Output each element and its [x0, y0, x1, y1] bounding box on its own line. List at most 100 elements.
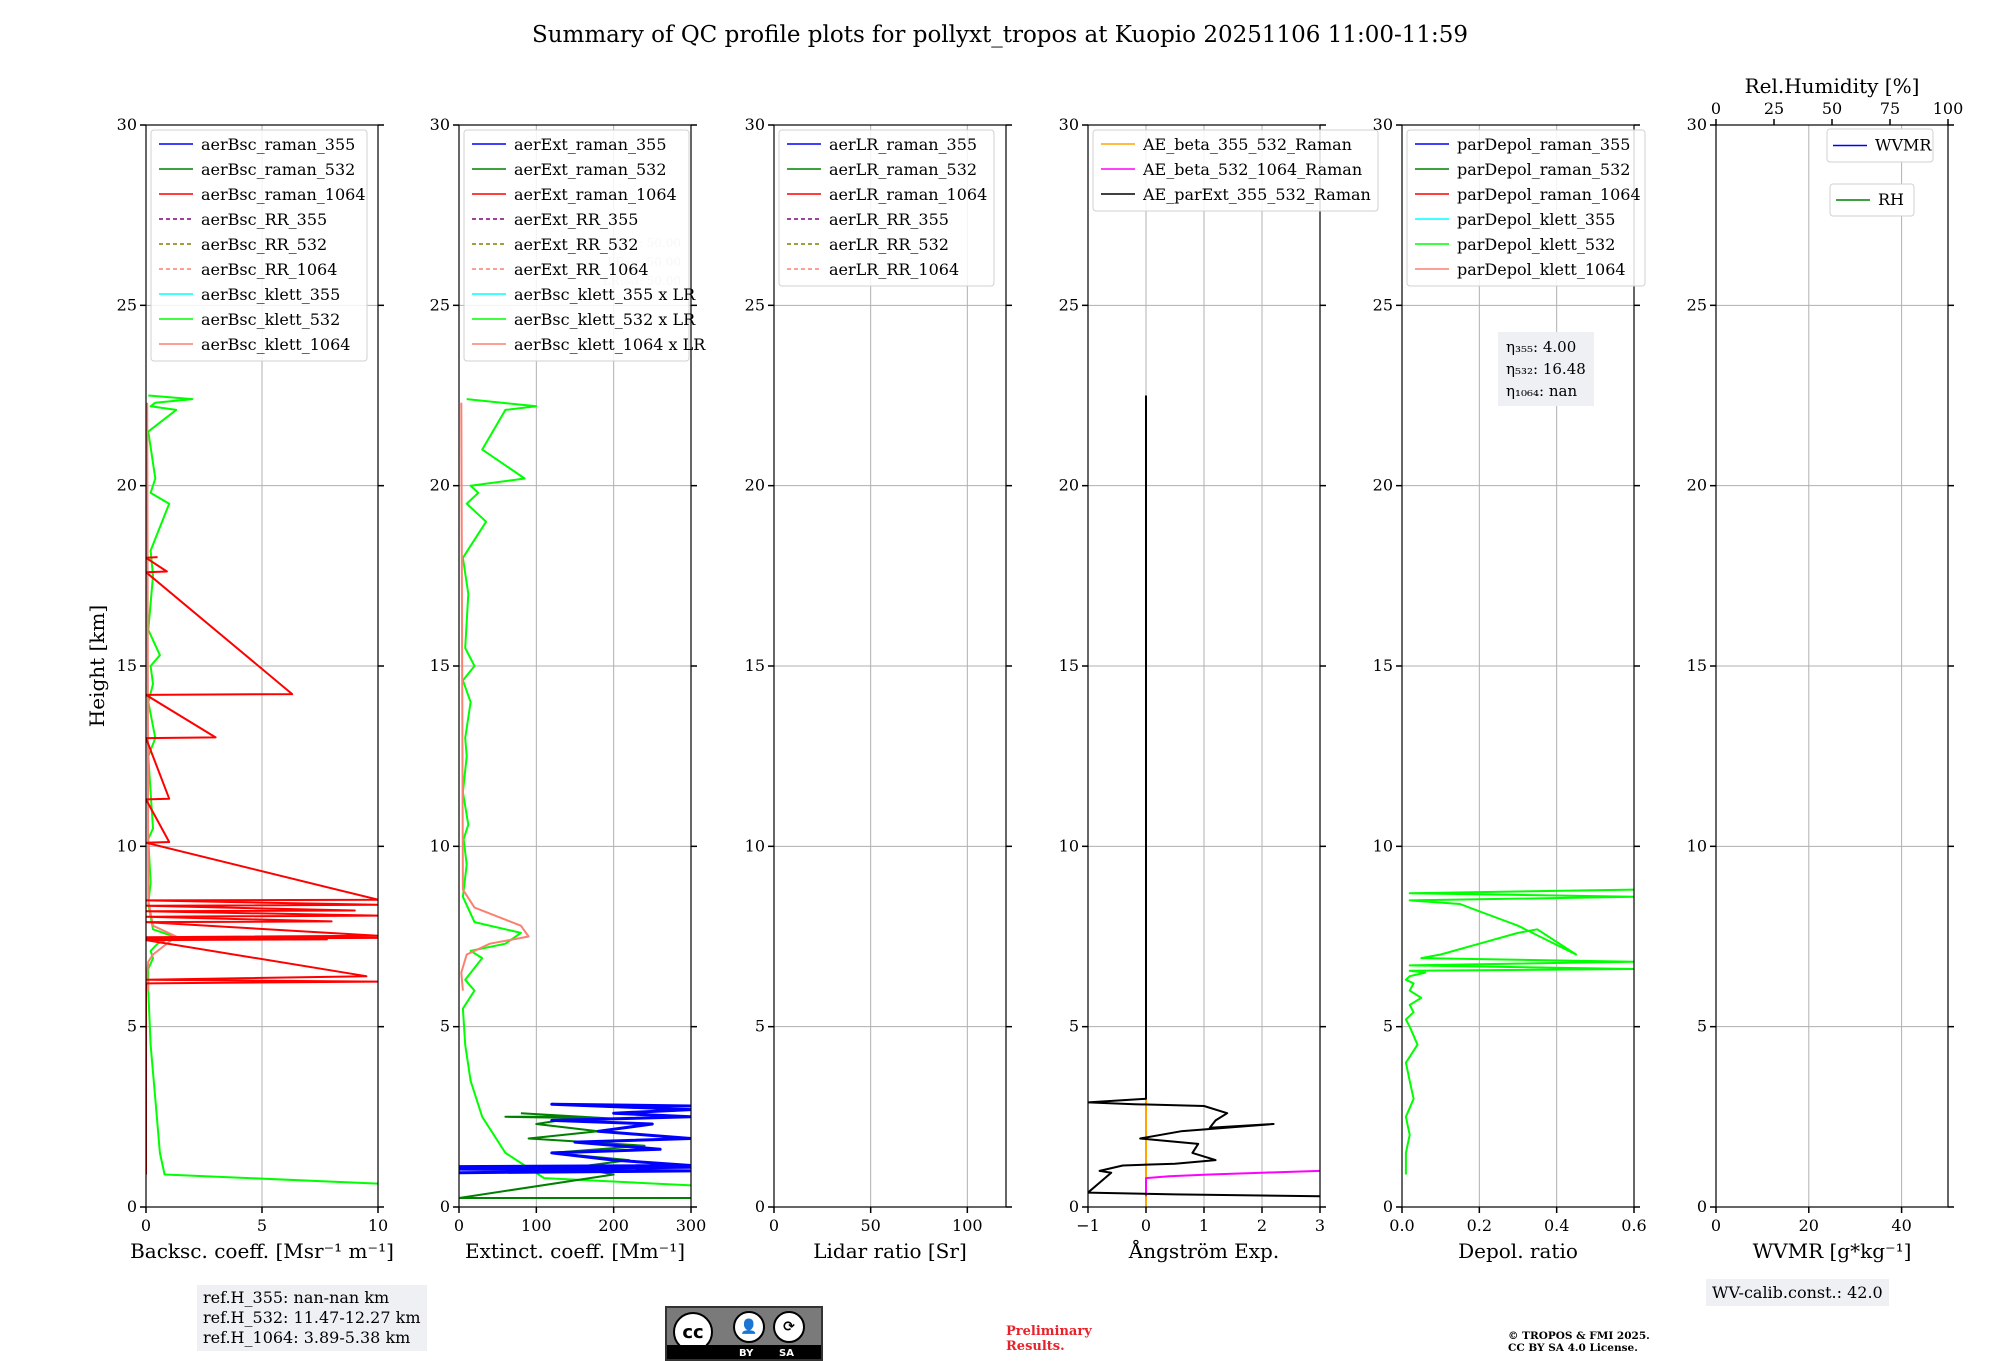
- series-aerBsc_klett_532: [147, 394, 378, 1185]
- legend: aerBsc_raman_355 aerBsc_raman_532 aerBsc_r…: [150, 129, 368, 362]
- x-axis-label: Lidar ratio [Sr]: [813, 1239, 967, 1263]
- y-tick-label: 15: [1373, 656, 1393, 675]
- y-tick-label: 30: [430, 115, 450, 134]
- legend-box: [1829, 183, 1915, 217]
- x-tick-label: 10: [368, 1216, 388, 1235]
- y-tick-label: 25: [1059, 295, 1079, 314]
- x-tick-label: 0.0: [1389, 1216, 1414, 1235]
- series-AE_beta_532_1064_Raman: [1145, 1169, 1320, 1197]
- legend-label: aerExt_raman_355: [514, 135, 667, 154]
- legend-box: [1092, 129, 1379, 212]
- legend-label: aerBsc_klett_1064: [201, 335, 350, 354]
- x-axis-label: WVMR [g*kg⁻¹]: [1753, 1239, 1912, 1263]
- x-axis-label: Depol. ratio: [1458, 1239, 1578, 1263]
- series-group: [1404, 888, 1634, 1175]
- legend: AE_beta_355_532_Raman AE_beta_532_1064_Ra…: [1092, 129, 1379, 212]
- x2-axis-label: Rel.Humidity [%]: [1745, 74, 1920, 98]
- y-tick-label: 25: [430, 295, 450, 314]
- x-tick-label: 300: [676, 1216, 707, 1235]
- eta-1064: η₁₀₆₄: nan: [1506, 382, 1578, 400]
- legend-label: aerLR_RR_532: [829, 235, 949, 254]
- y-tick-label: 5: [1697, 1017, 1707, 1036]
- y-tick-label: 25: [745, 295, 765, 314]
- y-tick-label: 10: [430, 836, 450, 855]
- legend: parDepol_raman_355 parDepol_raman_532 parD…: [1406, 129, 1646, 287]
- legend-label: aerLR_raman_532: [829, 160, 977, 179]
- x2-tick-label: 75: [1880, 99, 1900, 118]
- eta-355: η₃₅₅: 4.00: [1506, 338, 1577, 356]
- x-tick-label: 20: [1799, 1216, 1819, 1235]
- panel-bsc: 0 5 10 15 20 25 30 0 5 10 Backsc. coeff. [Msr⁻¹ m⁻…: [85, 115, 394, 1263]
- x-tick-label: 5: [257, 1216, 267, 1235]
- ref-height-1064: ref.H_1064: 3.89-5.38 km: [203, 1328, 411, 1347]
- eta-box: η₃₅₅: 4.00 η₅₃₂: 16.48 η₁₀₆₄: nan: [1498, 332, 1594, 406]
- x-tick-label: 0: [1141, 1216, 1151, 1235]
- y-tick-label: 5: [1069, 1017, 1079, 1036]
- y-tick-label: 30: [117, 115, 137, 134]
- ref-height-355: ref.H_355: nan-nan km: [203, 1288, 390, 1307]
- y-tick-label: 10: [117, 836, 137, 855]
- y-tick-label: 5: [1383, 1017, 1393, 1036]
- panel-depol: 0 5 10 15 20 25 30 0.0 0.2 0.4 0.6 Depol. ratio parD…: [1373, 115, 1647, 1263]
- y-tick-label: 15: [430, 656, 450, 675]
- x2-tick-label: 0: [1711, 99, 1721, 118]
- legend-label: aerLR_raman_355: [829, 135, 977, 154]
- y-tick-label: 20: [745, 476, 765, 495]
- y-tick-label: 30: [1687, 115, 1707, 134]
- y-tick-label: 5: [755, 1017, 765, 1036]
- y-tick-label: 0: [1697, 1197, 1707, 1216]
- series-group: [459, 398, 691, 1199]
- y-tick-label: 20: [1687, 476, 1707, 495]
- legend-label: aerBsc_klett_355: [201, 285, 340, 304]
- x-tick-label: 100: [521, 1216, 552, 1235]
- by-label: BY: [739, 1348, 754, 1359]
- legend-label: AE_beta_355_532_Raman: [1142, 135, 1352, 154]
- legend-label: aerBsc_RR_1064: [201, 260, 337, 279]
- legend-label: parDepol_raman_532: [1457, 160, 1630, 179]
- y-tick-label: 30: [745, 115, 765, 134]
- x-tick-label: 100: [952, 1216, 983, 1235]
- legend-label: aerLR_RR_355: [829, 210, 949, 229]
- x-tick-label: 0.2: [1467, 1216, 1492, 1235]
- x-tick-label: 200: [598, 1216, 629, 1235]
- series-AE_parExt_355_532_Raman: [1088, 395, 1320, 1198]
- legend-label: aerBsc_raman_355: [201, 135, 355, 154]
- x-tick-label: 0.4: [1544, 1216, 1569, 1235]
- y-tick-label: 20: [430, 476, 450, 495]
- legend-box: [1826, 128, 1934, 163]
- y-tick-label: 5: [440, 1017, 450, 1036]
- legend-label: WVMR: [1875, 136, 1932, 155]
- legend-label: aerBsc_klett_1064 x LR: [514, 335, 706, 354]
- series-aerBsc_klett_532 x LR: [461, 398, 691, 1187]
- legend-label: aerExt_RR_532: [514, 235, 638, 254]
- legend-label: aerExt_raman_1064: [514, 185, 677, 204]
- x-axis-label: Extinct. coeff. [Mm⁻¹]: [465, 1239, 685, 1263]
- y-tick-label: 25: [1687, 295, 1707, 314]
- x-axis-label: Ångström Exp.: [1128, 1238, 1279, 1263]
- y-tick-label: 10: [745, 836, 765, 855]
- by-person-icon: 👤: [733, 1311, 765, 1343]
- legend-label: parDepol_klett_532: [1457, 235, 1615, 254]
- legend-label: parDepol_klett_355: [1457, 210, 1615, 229]
- x-tick-label: 2: [1257, 1216, 1267, 1235]
- x-axis-label: Backsc. coeff. [Msr⁻¹ m⁻¹]: [130, 1239, 394, 1263]
- series-aerExt_raman_532: [459, 1112, 691, 1199]
- legend-label: aerBsc_klett_532: [201, 310, 340, 329]
- panel-lr: 0 5 10 15 20 25 30 0 50 100 Lidar ratio [Sr] aerLR_…: [745, 115, 1012, 1263]
- y-tick-label: 25: [1373, 295, 1393, 314]
- legend-label: aerBsc_klett_532 x LR: [514, 310, 696, 329]
- series-group: [146, 394, 378, 1185]
- preliminary-line-2: Results.: [1006, 1339, 1065, 1354]
- legend: aerLR_raman_355 aerLR_raman_532 aerLR_rama…: [778, 129, 995, 287]
- y-tick-label: 10: [1687, 836, 1707, 855]
- eta-532: η₅₃₂: 16.48: [1506, 360, 1586, 378]
- legend-box: [778, 129, 995, 287]
- x2-tick-label: 100: [1933, 99, 1964, 118]
- figure-title: Summary of QC profile plots for pollyxt_…: [531, 22, 1469, 48]
- sa-share-icon: ⟳: [773, 1311, 805, 1343]
- legend-label: aerLR_RR_1064: [829, 260, 959, 279]
- wv-calib-box: WV-calib.const.: 42.0: [1706, 1279, 1889, 1306]
- y-tick-label: 25: [117, 295, 137, 314]
